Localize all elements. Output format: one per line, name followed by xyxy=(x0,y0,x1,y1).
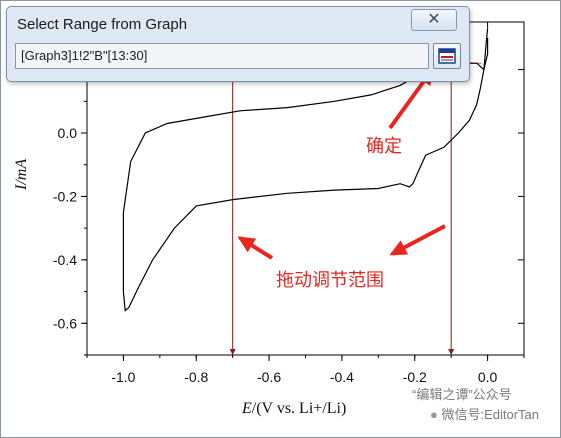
close-button[interactable]: ✕ xyxy=(411,9,457,31)
y-tick-label: -0.2 xyxy=(53,188,77,204)
range-input[interactable]: [Graph3]1!2"B"[13:30] xyxy=(15,43,429,69)
x-axis-label-symbol: E xyxy=(241,400,252,417)
x-axis-label-text: /(V vs. Li+/Li) xyxy=(252,400,347,417)
watermark-id-label: 微信号:EditorTan xyxy=(441,407,540,422)
confirm-annotation: 确定 xyxy=(366,136,402,156)
watermark-id: ● 微信号:EditorTan xyxy=(430,404,539,423)
range-marker-arrow xyxy=(448,349,455,355)
arrow-to-left-marker-head xyxy=(237,236,257,253)
y-tick-label: -0.6 xyxy=(53,315,77,331)
range-marker-arrow xyxy=(229,349,236,355)
dialog-title: Select Range from Graph xyxy=(17,16,188,33)
annotation-arrows xyxy=(237,67,446,260)
x-tick-label: -0.6 xyxy=(257,369,281,385)
close-icon: ✕ xyxy=(427,11,441,28)
x-tick-label: -0.8 xyxy=(184,369,208,385)
x-tick-label: 0.0 xyxy=(478,369,498,385)
range-markers[interactable] xyxy=(229,62,482,355)
y-tick-label: 0.0 xyxy=(58,125,78,141)
x-tick-label: -0.2 xyxy=(403,369,427,385)
y-tick-label: -0.4 xyxy=(53,252,77,268)
drag-range-annotation: 拖动调节范围 xyxy=(276,270,384,290)
watermark-account: “编辑之谭”公众号 xyxy=(412,387,512,402)
x-tick-label: -0.4 xyxy=(330,369,354,385)
arrow-to-right-marker-head xyxy=(389,240,409,256)
select-range-dialog: Select Range from Graph ✕ [Graph3]1!2"B"… xyxy=(6,6,470,82)
x-tick-label: -1.0 xyxy=(111,369,135,385)
select-range-icon xyxy=(438,48,456,64)
wechat-icon: ● xyxy=(430,407,438,422)
y-axis-label: I/mA xyxy=(13,159,30,191)
confirm-range-button[interactable] xyxy=(433,43,461,69)
x-axis-label: E/(V vs. Li+/Li) xyxy=(241,400,346,417)
